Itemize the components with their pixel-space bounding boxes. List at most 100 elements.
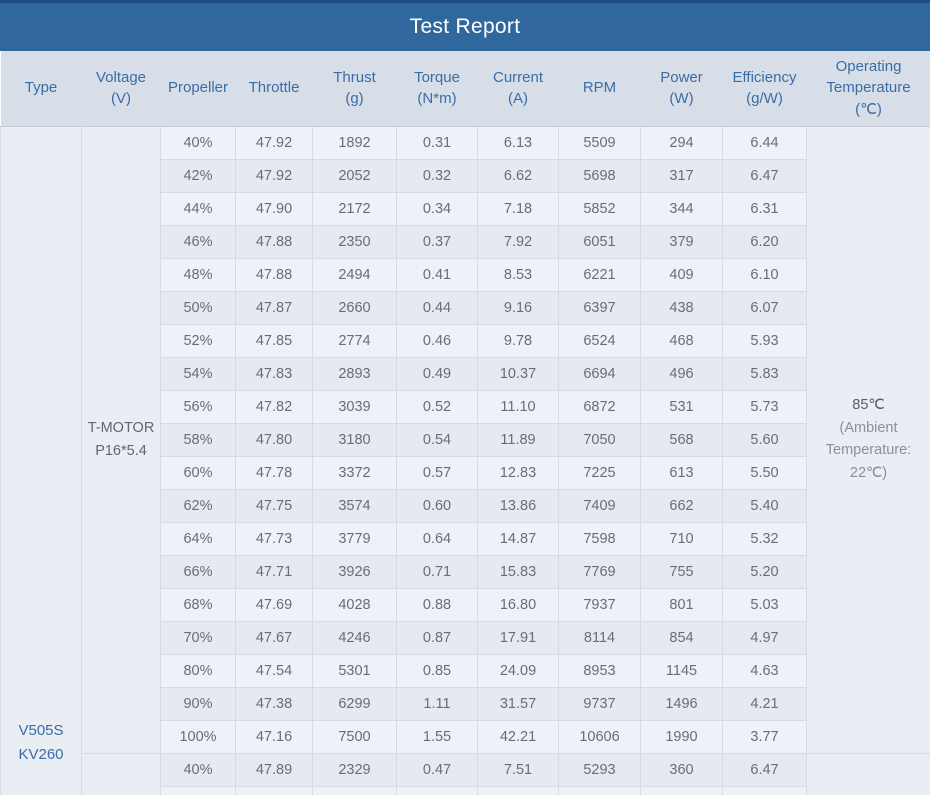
temperature-section2-cell [806,752,930,795]
data-cell: 7225 [558,455,641,490]
data-cell: 0.44 [396,290,478,325]
data-cell: 47.16 [235,719,313,754]
column-header-current: Current (A) [477,51,559,127]
data-cell: 7769 [558,554,641,589]
table-header-row: Type Voltage (V) Propeller Throttle Thru… [0,51,930,127]
data-cell: 5.83 [722,356,807,391]
data-cell: 5698 [558,158,641,193]
data-cell: 8114 [558,620,641,655]
data-cell: 1.55 [396,719,478,754]
data-cell: 90% [160,686,236,721]
data-cell: 3574 [312,488,397,523]
data-cell: 7050 [558,422,641,457]
data-cell: 5301 [312,653,397,688]
operating-temp-value: 85℃ [852,396,885,413]
data-cell: 12.83 [477,455,559,490]
data-cell: 6051 [558,224,641,259]
data-cell: 0.47 [396,752,478,787]
table-row: 58% 47.80 3180 0.54 11.89 7050 568 5.60 [1,422,930,457]
column-header-type: Type [0,51,82,127]
data-cell: 52% [160,323,236,358]
voltage-section2-cell [81,752,161,795]
type-cell: V505S KV260 [0,125,82,795]
data-cell: 662 [640,488,723,523]
data-cell: 0.54 [396,422,478,457]
data-cell: 47.80 [235,422,313,457]
data-cell: 0.85 [396,653,478,688]
data-cell: 6.31 [722,191,807,226]
data-cell: 5.50 [722,455,807,490]
data-cell: 100% [160,719,236,754]
data-cell: 496 [640,356,723,391]
data-cell: 5.40 [722,488,807,523]
column-header-efficiency: Efficiency (g/W) [722,51,807,127]
table-row: V505S KV260 T-MOTOR P16*5.4 40% 47.92 1892 0.… [0,125,930,795]
table-row: 54% 47.83 2893 0.49 10.37 6694 496 5.83 [1,356,930,391]
data-cell: 4.21 [722,686,807,721]
data-cell: 8953 [558,653,641,688]
data-cell: 62% [160,488,236,523]
data-cell [396,785,478,795]
data-cell: 531 [640,389,723,424]
data-cell: 47.92 [235,158,313,193]
data-cell: 613 [640,455,723,490]
table-row: 42% 47.92 2052 0.32 6.62 5698 317 6.47 [1,158,930,193]
data-cell: 6397 [558,290,641,325]
data-cell: 9.16 [477,290,559,325]
column-header-throttle: Throttle [235,51,313,127]
data-cell [235,785,313,795]
title-bar: Test Report [0,0,930,51]
data-cell: 47.88 [235,224,313,259]
data-cell: 1496 [640,686,723,721]
data-cell: 47.75 [235,488,313,523]
data-cell: 0.87 [396,620,478,655]
table-body: V505S KV260 T-MOTOR P16*5.4 40% 47.92 1892 0.… [0,125,930,795]
data-cell: 58% [160,422,236,457]
data-cell: 360 [640,752,723,787]
data-cell: 3039 [312,389,397,424]
data-cell: 47.89 [235,752,313,787]
data-cell: 568 [640,422,723,457]
data-cell: 7500 [312,719,397,754]
data-cell: 40% [160,125,236,160]
data-cell: 468 [640,323,723,358]
data-cell: 47.90 [235,191,313,226]
data-cell: 66% [160,554,236,589]
data-cell: 47.85 [235,323,313,358]
data-cell: 2329 [312,752,397,787]
data-cell: 5.03 [722,587,807,622]
data-cell: 5509 [558,125,641,160]
table-row: 64% 47.73 3779 0.64 14.87 7598 710 5.32 [1,521,930,556]
data-cell: 5293 [558,752,641,787]
table-row: 56% 47.82 3039 0.52 11.10 6872 531 5.73 [1,389,930,424]
data-cell: 0.60 [396,488,478,523]
data-cell: 6299 [312,686,397,721]
data-cell: 4.63 [722,653,807,688]
column-header-thrust: Thrust (g) [312,51,397,127]
column-header-voltage: Voltage (V) [81,51,161,127]
data-cell: 1990 [640,719,723,754]
data-cell: 47.69 [235,587,313,622]
data-cell: 47.71 [235,554,313,589]
data-cell [558,785,641,795]
table-row [1,785,930,795]
data-cell: 7.18 [477,191,559,226]
data-cell: 5.73 [722,389,807,424]
data-cell: 3926 [312,554,397,589]
data-cell: 1145 [640,653,723,688]
data-cell: 0.32 [396,158,478,193]
data-cell: 755 [640,554,723,589]
data-cell: 13.86 [477,488,559,523]
table-row: 62% 47.75 3574 0.60 13.86 7409 662 5.40 [1,488,930,523]
operating-temperature-cell: 85℃ (Ambient Temperature: 22℃) [806,125,930,754]
data-cell: 0.34 [396,191,478,226]
data-cell [640,785,723,795]
data-cell: 11.10 [477,389,559,424]
data-cell: 2494 [312,257,397,292]
data-cell: 2660 [312,290,397,325]
data-cell: 8.53 [477,257,559,292]
data-cell: 5.20 [722,554,807,589]
data-cell: 17.91 [477,620,559,655]
column-header-operating-temperature: Operating Temperature (℃) [806,51,930,127]
